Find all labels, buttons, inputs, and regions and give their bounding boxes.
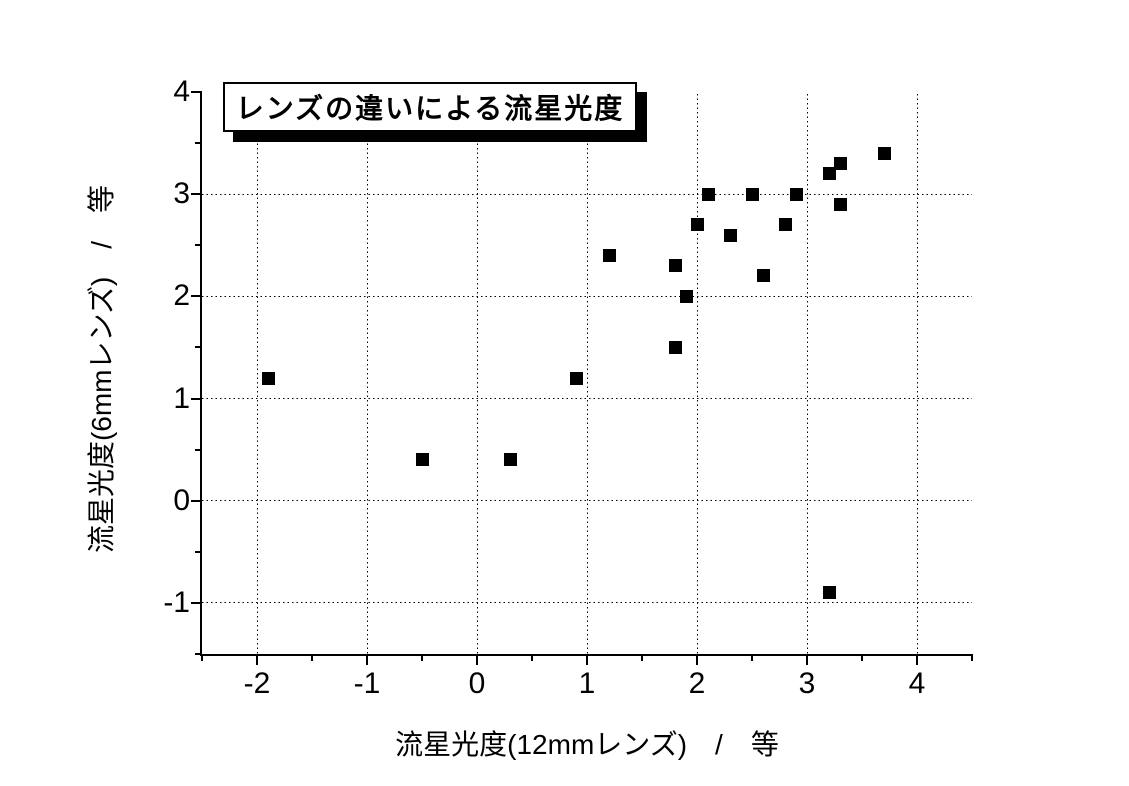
chart-title-box: レンズの違いによる流星光度 [223, 82, 637, 132]
y-axis-minor-tick [195, 142, 202, 145]
y-axis-major-tick [191, 193, 202, 196]
data-point [877, 146, 891, 160]
x-axis-minor-tick [861, 654, 863, 661]
y-axis-label: 流星光度(6mmレンズ) / 等 [86, 184, 117, 554]
x-axis-label: 流星光度(12mmレンズ) / 等 [395, 729, 779, 760]
data-point [679, 289, 693, 303]
x-axis-major-tick [366, 654, 368, 665]
data-point [833, 197, 847, 211]
horizontal-gridline [202, 295, 972, 297]
y-tick-label: 4 [173, 75, 190, 108]
data-point [668, 259, 682, 273]
y-axis-minor-tick [195, 244, 202, 247]
vertical-gridline [586, 94, 588, 654]
vertical-gridline [256, 94, 258, 654]
data-point [415, 453, 429, 467]
data-point [701, 187, 715, 201]
y-axis-minor-tick [195, 550, 202, 553]
y-tick-label: 1 [173, 381, 190, 415]
horizontal-gridline [202, 193, 972, 195]
x-axis-minor-tick [641, 654, 643, 661]
x-tick-label: -1 [353, 667, 381, 700]
y-axis-minor-tick [195, 448, 202, 451]
x-tick-label: 1 [578, 667, 596, 700]
data-point [833, 157, 847, 171]
data-point [690, 218, 704, 232]
x-tick-label: 3 [798, 667, 816, 700]
x-axis-major-tick [806, 654, 808, 665]
vertical-gridline [696, 94, 698, 654]
data-point [822, 586, 836, 600]
y-axis-major-tick [191, 397, 202, 400]
plot-area [191, 91, 973, 665]
x-axis-major-tick [916, 654, 918, 665]
data-point [569, 371, 583, 385]
x-tick-label: 2 [688, 667, 706, 700]
chart-title: レンズの違いによる流星光度 [235, 93, 625, 124]
y-axis-minor-tick [195, 346, 202, 349]
x-axis-minor-tick [201, 654, 203, 661]
data-point [668, 340, 682, 354]
y-axis-minor-tick [195, 653, 202, 655]
data-point [822, 167, 836, 181]
x-tick-label: 4 [908, 667, 926, 700]
x-axis-minor-tick [531, 654, 533, 661]
vertical-gridline [916, 94, 918, 654]
data-point [503, 453, 517, 467]
x-axis-major-tick [256, 654, 258, 665]
x-axis-major-tick [476, 654, 478, 665]
data-point [745, 187, 759, 201]
y-tick-label: 3 [173, 177, 190, 211]
data-point [789, 187, 803, 201]
data-point [602, 248, 616, 262]
x-axis-major-tick [696, 654, 698, 665]
y-axis-major-tick [191, 91, 202, 93]
x-tick-label: -2 [243, 667, 271, 700]
data-point [261, 371, 275, 385]
x-axis-minor-tick [751, 654, 753, 661]
x-axis-minor-tick [971, 654, 973, 661]
y-tick-label: -1 [163, 585, 190, 619]
data-point [778, 218, 792, 232]
x-tick-label: 0 [468, 667, 486, 700]
vertical-gridline [366, 94, 368, 654]
y-tick-label: 2 [173, 279, 190, 313]
data-point [723, 228, 737, 242]
x-axis-major-tick [586, 654, 588, 665]
y-axis-major-tick [191, 601, 202, 604]
horizontal-gridline [202, 602, 972, 604]
vertical-gridline [476, 94, 478, 654]
horizontal-gridline [202, 398, 972, 400]
horizontal-gridline [202, 500, 972, 502]
vertical-gridline [806, 94, 808, 654]
x-axis-minor-tick [421, 654, 423, 661]
y-axis-major-tick [191, 295, 202, 298]
y-tick-label: 0 [173, 483, 190, 517]
x-axis-minor-tick [311, 654, 313, 661]
y-axis-major-tick [191, 499, 202, 502]
data-point [756, 269, 770, 283]
